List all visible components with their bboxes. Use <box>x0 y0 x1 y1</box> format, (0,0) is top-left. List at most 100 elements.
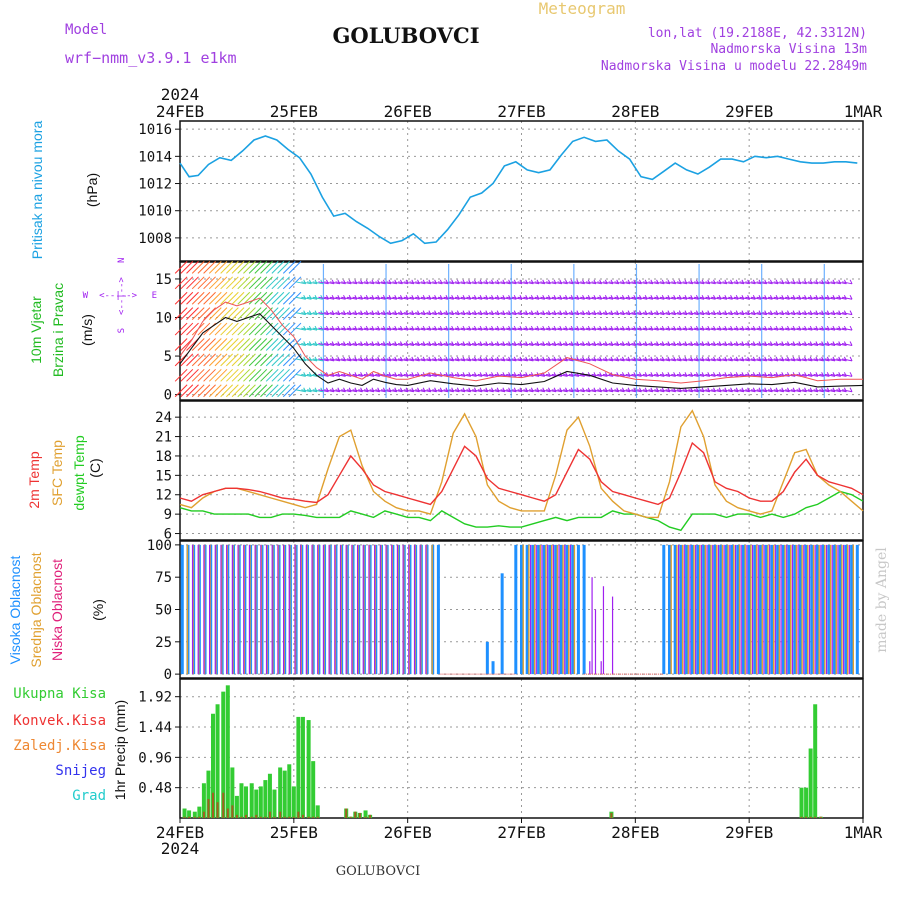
wind-barb <box>502 295 506 300</box>
wind-barb <box>462 325 466 331</box>
wind-barb <box>639 341 642 346</box>
wind-barb <box>608 389 619 393</box>
wind-barb <box>621 325 625 331</box>
wind-barb <box>843 310 847 315</box>
wind-barb <box>699 281 710 285</box>
wind-barb <box>331 372 335 377</box>
wind-barb <box>764 372 768 377</box>
wind-barb <box>231 322 245 336</box>
wind-barb <box>536 341 540 346</box>
wind-barb <box>542 295 546 300</box>
wind-barb <box>758 387 762 392</box>
wind-barb <box>243 338 256 351</box>
model-altitude-text: Nadmorska Visina u modelu 22.2849m <box>601 59 867 74</box>
wind-barb <box>398 327 409 331</box>
wind-barb <box>790 296 801 300</box>
wind-barb <box>191 368 205 382</box>
wind-barb <box>582 341 586 346</box>
wind-barb <box>580 373 591 377</box>
y-tick-label: 21 <box>155 430 172 446</box>
wind-barb <box>559 279 563 285</box>
cloud-low-bar <box>683 544 685 675</box>
wind-barb <box>180 368 194 382</box>
wind-barb <box>511 343 523 346</box>
precip-total-bar <box>206 770 211 818</box>
wind-barb <box>582 310 586 315</box>
wind-barb <box>792 310 796 315</box>
wind-barb <box>248 307 262 321</box>
wind-barb <box>659 343 671 346</box>
panel-frame <box>179 400 864 541</box>
wind-barb <box>472 327 483 331</box>
wind-barb <box>665 389 676 393</box>
wind-barb <box>500 373 511 377</box>
cloud-mid-bar <box>801 544 803 675</box>
wind-barb <box>312 389 323 393</box>
wind-barb <box>684 279 688 285</box>
cloud-low-bar <box>797 544 799 675</box>
wind-barb <box>422 356 426 362</box>
wind-barb <box>804 356 807 362</box>
wind-barb <box>405 310 409 315</box>
wind-barb <box>553 310 557 315</box>
wind-barb <box>388 325 392 331</box>
wind-barb <box>394 279 398 285</box>
wind-barb <box>688 327 699 331</box>
wind-barb <box>769 295 773 300</box>
wind-barb <box>220 338 234 351</box>
x-tick-label-top: 28FEB <box>611 102 659 121</box>
wind-barb <box>337 341 341 346</box>
wind-barb <box>752 356 756 362</box>
wind-barb <box>456 310 460 315</box>
wind-barb <box>502 372 506 377</box>
wind-barb <box>836 296 847 300</box>
wind-barb <box>849 372 853 377</box>
wind-barb <box>551 312 562 316</box>
wind-barb <box>365 341 369 346</box>
wind-barb <box>553 387 557 392</box>
wind-barb <box>288 368 302 382</box>
precip-conv-bar <box>814 816 817 818</box>
precip-conv-bar <box>216 802 219 818</box>
wind-barb <box>767 281 779 285</box>
wind-barb <box>695 279 699 285</box>
wind-barb <box>208 307 222 321</box>
precip-legend-item: Ukupna Kisa <box>13 686 106 702</box>
wind-barb <box>724 310 728 315</box>
wind-barb <box>741 325 745 331</box>
wind-barb <box>773 358 784 362</box>
wind-barb <box>411 310 415 315</box>
wind-barb <box>728 281 739 285</box>
wind-barb <box>301 343 312 346</box>
wind-barb <box>648 373 659 377</box>
y-tick-label: 1012 <box>138 177 172 193</box>
cloud-low-bar <box>260 544 262 675</box>
cloud-low-bar <box>356 544 359 675</box>
wind-barb <box>764 325 768 331</box>
x-tick-label-top: 25FEB <box>270 102 318 121</box>
wind-barb <box>500 312 511 316</box>
wind-barb <box>591 281 602 285</box>
cloud-low-bar <box>763 544 765 675</box>
wind-barb <box>775 387 779 392</box>
wind-barb <box>553 325 557 331</box>
cloud-low-bar <box>706 544 708 675</box>
precip-conv-bar <box>198 816 201 818</box>
wind-barb <box>511 281 523 285</box>
wind-barb <box>477 389 488 393</box>
wind-barb <box>849 341 853 346</box>
wind-barb <box>260 291 273 305</box>
wind-barb <box>688 373 699 377</box>
wind-barb <box>420 281 431 285</box>
wind-barb <box>804 279 807 285</box>
wind-barb <box>220 307 234 321</box>
wind-barb <box>559 356 563 362</box>
wind-barb <box>826 279 830 285</box>
wind-barb <box>684 325 688 331</box>
wind-barb <box>191 291 205 305</box>
wind-barb <box>824 373 836 377</box>
wind-barb <box>716 296 727 300</box>
wind-barb <box>576 325 580 331</box>
wind-barb <box>735 341 739 346</box>
cloud-low-bar <box>843 544 845 675</box>
